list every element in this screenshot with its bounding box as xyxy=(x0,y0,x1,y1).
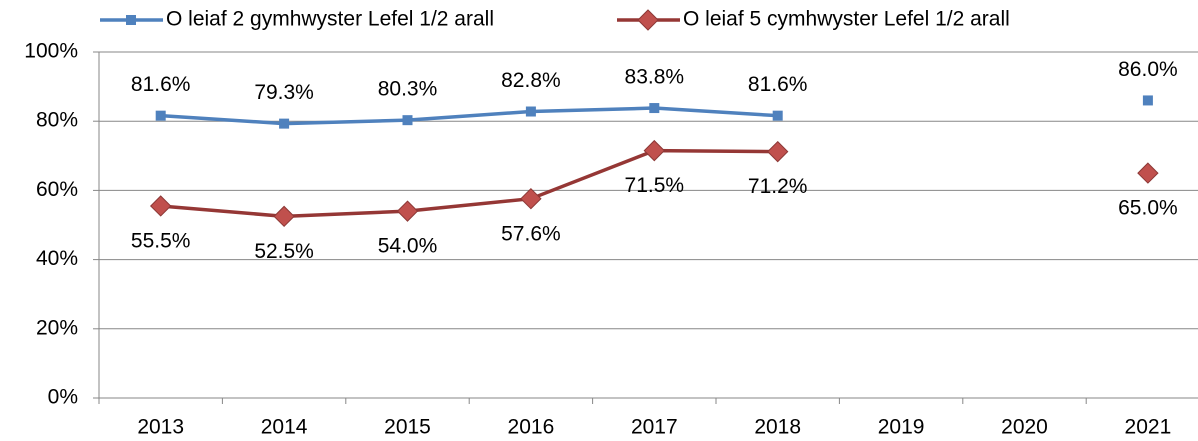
data-label: 52.5% xyxy=(254,240,314,263)
data-point xyxy=(1142,95,1153,106)
x-tick-label: 2018 xyxy=(754,416,801,439)
data-label: 71.5% xyxy=(625,174,685,197)
data-point xyxy=(520,187,542,210)
data-point xyxy=(155,110,166,121)
y-tick-label: 40% xyxy=(36,247,78,270)
data-point xyxy=(766,140,789,163)
data-point xyxy=(772,110,783,121)
data-point xyxy=(279,118,290,129)
data-label: 57.6% xyxy=(501,222,561,245)
data-label: 81.6% xyxy=(131,73,191,96)
data-point xyxy=(525,106,536,117)
data-label: 82.8% xyxy=(501,69,561,92)
data-point xyxy=(396,200,419,222)
y-tick-label: 100% xyxy=(24,40,78,63)
data-point xyxy=(273,205,295,228)
y-tick-label: 0% xyxy=(48,386,78,409)
data-label: 55.5% xyxy=(131,230,191,253)
data-point xyxy=(402,115,413,126)
x-tick-label: 2017 xyxy=(631,416,678,439)
legend-label: O leiaf 2 gymhwyster Lefel 1/2 arall xyxy=(166,8,494,31)
data-label: 86.0% xyxy=(1118,58,1178,81)
y-tick-label: 80% xyxy=(36,109,78,132)
legend-marker xyxy=(637,9,659,31)
x-tick-label: 2014 xyxy=(261,416,308,439)
data-label: 79.3% xyxy=(254,81,314,104)
data-point xyxy=(649,103,660,114)
x-tick-label: 2020 xyxy=(1001,416,1048,439)
legend-label: O leiaf 5 cymhwyster Lefel 1/2 arall xyxy=(683,8,1010,31)
y-tick-label: 20% xyxy=(36,316,78,339)
data-label: 71.2% xyxy=(748,175,808,198)
x-tick-label: 2015 xyxy=(384,416,431,439)
data-point xyxy=(149,195,172,217)
legend-marker xyxy=(126,15,136,25)
x-tick-label: 2021 xyxy=(1125,416,1172,439)
data-point xyxy=(643,139,666,162)
x-tick-label: 2013 xyxy=(137,416,184,439)
data-label: 65.0% xyxy=(1118,197,1178,220)
x-tick-label: 2016 xyxy=(508,416,555,439)
data-label: 54.0% xyxy=(378,235,438,258)
data-label: 81.6% xyxy=(748,73,808,96)
data-point xyxy=(1137,162,1159,184)
y-tick-label: 60% xyxy=(36,178,78,201)
data-label: 80.3% xyxy=(378,78,438,101)
x-tick-label: 2019 xyxy=(878,416,925,439)
data-label: 83.8% xyxy=(625,66,685,89)
